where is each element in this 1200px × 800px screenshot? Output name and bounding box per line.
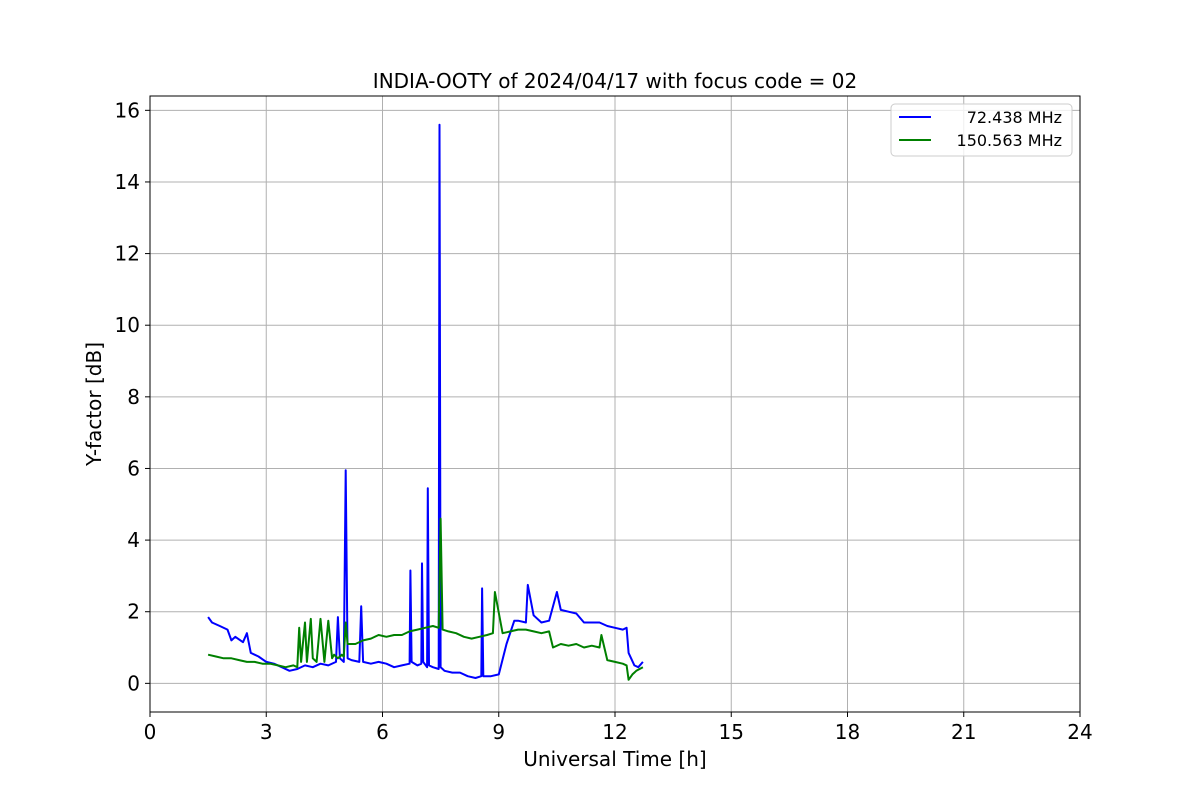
x-axis-label: Universal Time [h]: [523, 747, 706, 771]
y-tick-label: 14: [115, 170, 140, 194]
legend-label-0: 72.438 MHz: [967, 108, 1062, 127]
series-line-0: [207, 123, 644, 679]
y-tick-label: 2: [127, 600, 140, 624]
y-axis: 0 2 4 6 8 10 12 14 16: [115, 98, 150, 695]
y-tick-label: 12: [115, 242, 140, 266]
x-tick-label: 6: [376, 720, 389, 744]
legend: 72.438 MHz 150.563 MHz: [890, 103, 1073, 157]
x-tick-label: 12: [602, 720, 627, 744]
legend-box: [890, 103, 1073, 157]
x-tick-label: 0: [144, 720, 157, 744]
x-tick-label: 15: [719, 720, 744, 744]
y-tick-label: 0: [127, 671, 140, 695]
y-tick-label: 16: [115, 98, 140, 122]
x-tick-label: 21: [951, 720, 976, 744]
y-tick-label: 4: [127, 528, 140, 552]
y-tick-label: 8: [127, 385, 140, 409]
series-line-1: [207, 517, 644, 681]
x-tick-label: 24: [1067, 720, 1092, 744]
x-axis: 0 3 6 9 12 15 18 21 24: [144, 712, 1093, 744]
y-tick-label: 6: [127, 456, 140, 480]
series-layer: [207, 123, 644, 681]
chart-title: INDIA-OOTY of 2024/04/17 with focus code…: [373, 69, 857, 93]
y-tick-label: 10: [115, 313, 140, 337]
x-tick-label: 9: [492, 720, 505, 744]
y-axis-label: Y-factor [dB]: [82, 342, 106, 467]
legend-label-1: 150.563 MHz: [957, 131, 1062, 150]
x-tick-label: 18: [835, 720, 860, 744]
x-tick-label: 3: [260, 720, 273, 744]
